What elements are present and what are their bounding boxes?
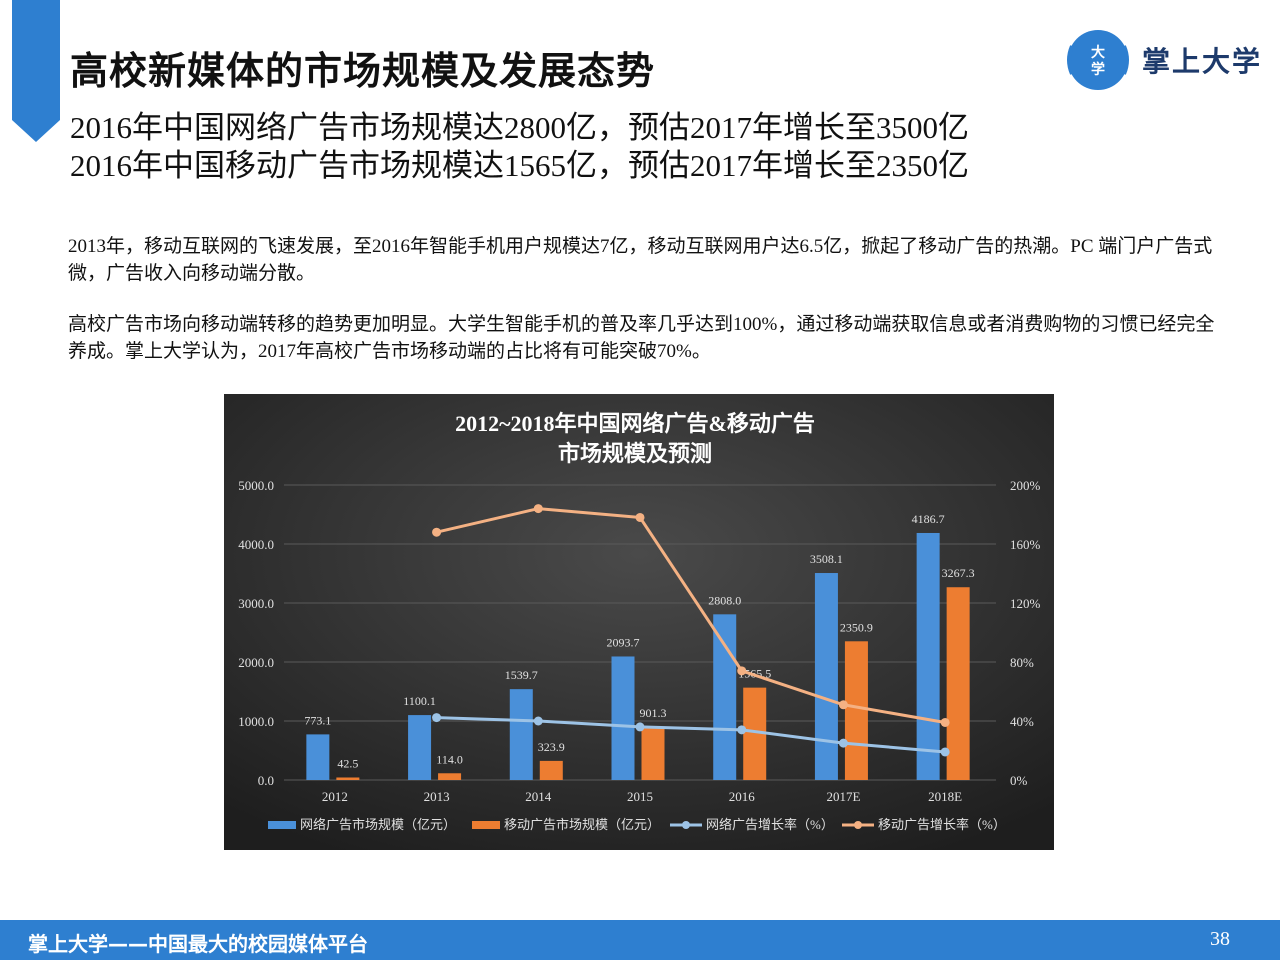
legend-swatch-net-point bbox=[682, 821, 690, 829]
logo-mark-icon: 大 学 bbox=[1067, 30, 1129, 90]
y-tick-label-right: 80% bbox=[1010, 655, 1034, 670]
y-tick-label-left: 1000.0 bbox=[238, 714, 274, 729]
net-growth-point bbox=[432, 713, 442, 723]
mobile-growth-line bbox=[436, 507, 946, 724]
net-ad-bar-label: 1539.7 bbox=[505, 668, 538, 682]
mobile-ad-bar bbox=[641, 726, 665, 780]
logo-brand-text: 掌上大学 bbox=[1142, 45, 1263, 78]
mobile-growth-point bbox=[635, 512, 645, 522]
y-tick-label-left: 4000.0 bbox=[238, 537, 274, 552]
net-ad-bar-label: 1100.1 bbox=[403, 694, 436, 708]
net-ad-bar-label: 4186.7 bbox=[912, 512, 945, 526]
net-growth-point bbox=[940, 747, 950, 757]
x-tick-label: 2012 bbox=[322, 789, 348, 804]
logo-mark-text-2: 学 bbox=[1091, 61, 1105, 78]
mobile-ad-bar-label: 323.9 bbox=[538, 740, 565, 754]
net-ad-bar bbox=[916, 532, 940, 780]
mobile-ad-bar-label: 3267.3 bbox=[942, 566, 975, 580]
mobile-ad-bar bbox=[946, 587, 970, 780]
x-tick-label: 2018E bbox=[928, 789, 962, 804]
net-growth-point bbox=[737, 725, 747, 735]
legend-swatch-mobile-bar bbox=[472, 821, 500, 829]
corner-accent-tip bbox=[12, 120, 60, 142]
x-tick-label: 2014 bbox=[525, 789, 552, 804]
legend-swatch-mobile-point bbox=[854, 821, 862, 829]
mobile-ad-bar-label: 901.3 bbox=[640, 706, 667, 720]
net-growth-point bbox=[838, 738, 848, 748]
chart-title-line2: 市场规模及预测 bbox=[558, 441, 712, 466]
net-ad-bar bbox=[408, 715, 432, 780]
page-number: 38 bbox=[1210, 928, 1230, 950]
chart-background bbox=[224, 394, 1054, 850]
legend-label-mobile-line: 移动广告增长率（%） bbox=[878, 817, 1006, 832]
headline-network: 2016年中国网络广告市场规模达2800亿，预估2017年增长至3500亿 bbox=[70, 110, 969, 145]
y-tick-label-right: 200% bbox=[1010, 478, 1041, 493]
mobile-ad-bar-label: 2350.9 bbox=[840, 620, 873, 634]
paragraph-2: 高校广告市场向移动端转移的趋势更加明显。大学生智能手机的普及率几乎达到100%，… bbox=[68, 314, 1215, 362]
corner-accent bbox=[12, 0, 60, 120]
headline-mobile: 2016年中国移动广告市场规模达1565亿，预估2017年增长至2350亿 bbox=[70, 148, 969, 183]
mobile-ad-bar bbox=[844, 641, 868, 780]
mobile-growth-point bbox=[737, 666, 747, 676]
x-tick-label: 2017E bbox=[826, 789, 860, 804]
y-tick-label-left: 0.0 bbox=[258, 773, 274, 788]
legend-label-mobile-bar: 移动广告市场规模（亿元） bbox=[504, 817, 660, 832]
y-tick-label-right: 0% bbox=[1010, 773, 1028, 788]
net-growth-point bbox=[533, 716, 543, 726]
legend-label-net-line: 网络广告增长率（%） bbox=[706, 817, 834, 832]
page-title: 高校新媒体的市场规模及发展态势 bbox=[70, 49, 656, 93]
net-ad-bar-label: 3508.1 bbox=[810, 552, 843, 566]
mobile-ad-bar-label: 42.5 bbox=[337, 756, 358, 770]
mobile-growth-point bbox=[940, 717, 950, 727]
brand-logo: 大 学 掌上大学 bbox=[1066, 28, 1266, 92]
net-ad-bar bbox=[306, 734, 330, 780]
net-ad-bar-label: 2808.0 bbox=[708, 593, 741, 607]
net-growth-point bbox=[635, 722, 645, 732]
y-tick-label-right: 120% bbox=[1010, 596, 1041, 611]
y-tick-label-left: 3000.0 bbox=[238, 596, 274, 611]
x-tick-label: 2016 bbox=[729, 789, 756, 804]
mobile-growth-point bbox=[533, 504, 543, 514]
x-tick-label: 2013 bbox=[424, 789, 450, 804]
y-tick-label-left: 5000.0 bbox=[238, 478, 274, 493]
x-tick-label: 2015 bbox=[627, 789, 653, 804]
legend-label-net-bar: 网络广告市场规模（亿元） bbox=[300, 817, 456, 832]
net-ad-bar-label: 2093.7 bbox=[607, 635, 640, 649]
net-ad-bar bbox=[509, 689, 533, 780]
mobile-growth-point bbox=[432, 527, 442, 537]
mobile-ad-bar bbox=[438, 773, 462, 780]
footer-slogan: 掌上大学——中国最大的校园媒体平台 bbox=[28, 932, 368, 956]
mobile-ad-bar bbox=[336, 777, 360, 780]
logo-mark-text-1: 大 bbox=[1091, 44, 1105, 61]
paragraph-1: 2013年，移动互联网的飞速发展，至2016年智能手机用户规模达7亿，移动互联网… bbox=[68, 236, 1213, 284]
mobile-ad-bar bbox=[539, 760, 563, 780]
net-ad-bar-label: 773.1 bbox=[304, 713, 331, 727]
mobile-ad-bar-label: 114.0 bbox=[436, 752, 463, 766]
mobile-growth-point bbox=[838, 700, 848, 710]
net-ad-bar bbox=[814, 573, 838, 780]
y-tick-label-right: 160% bbox=[1010, 537, 1041, 552]
net-growth-line bbox=[436, 716, 946, 754]
legend-swatch-net-bar bbox=[268, 821, 296, 829]
net-ad-bar bbox=[713, 614, 737, 780]
net-ad-bar bbox=[611, 656, 635, 780]
y-tick-label-right: 40% bbox=[1010, 714, 1034, 729]
mobile-ad-bar bbox=[743, 687, 767, 780]
y-tick-label-left: 2000.0 bbox=[238, 655, 274, 670]
footer-bar: 掌上大学——中国最大的校园媒体平台 38 bbox=[0, 920, 1280, 960]
chart-title-line1: 2012~2018年中国网络广告&移动广告 bbox=[455, 411, 815, 436]
